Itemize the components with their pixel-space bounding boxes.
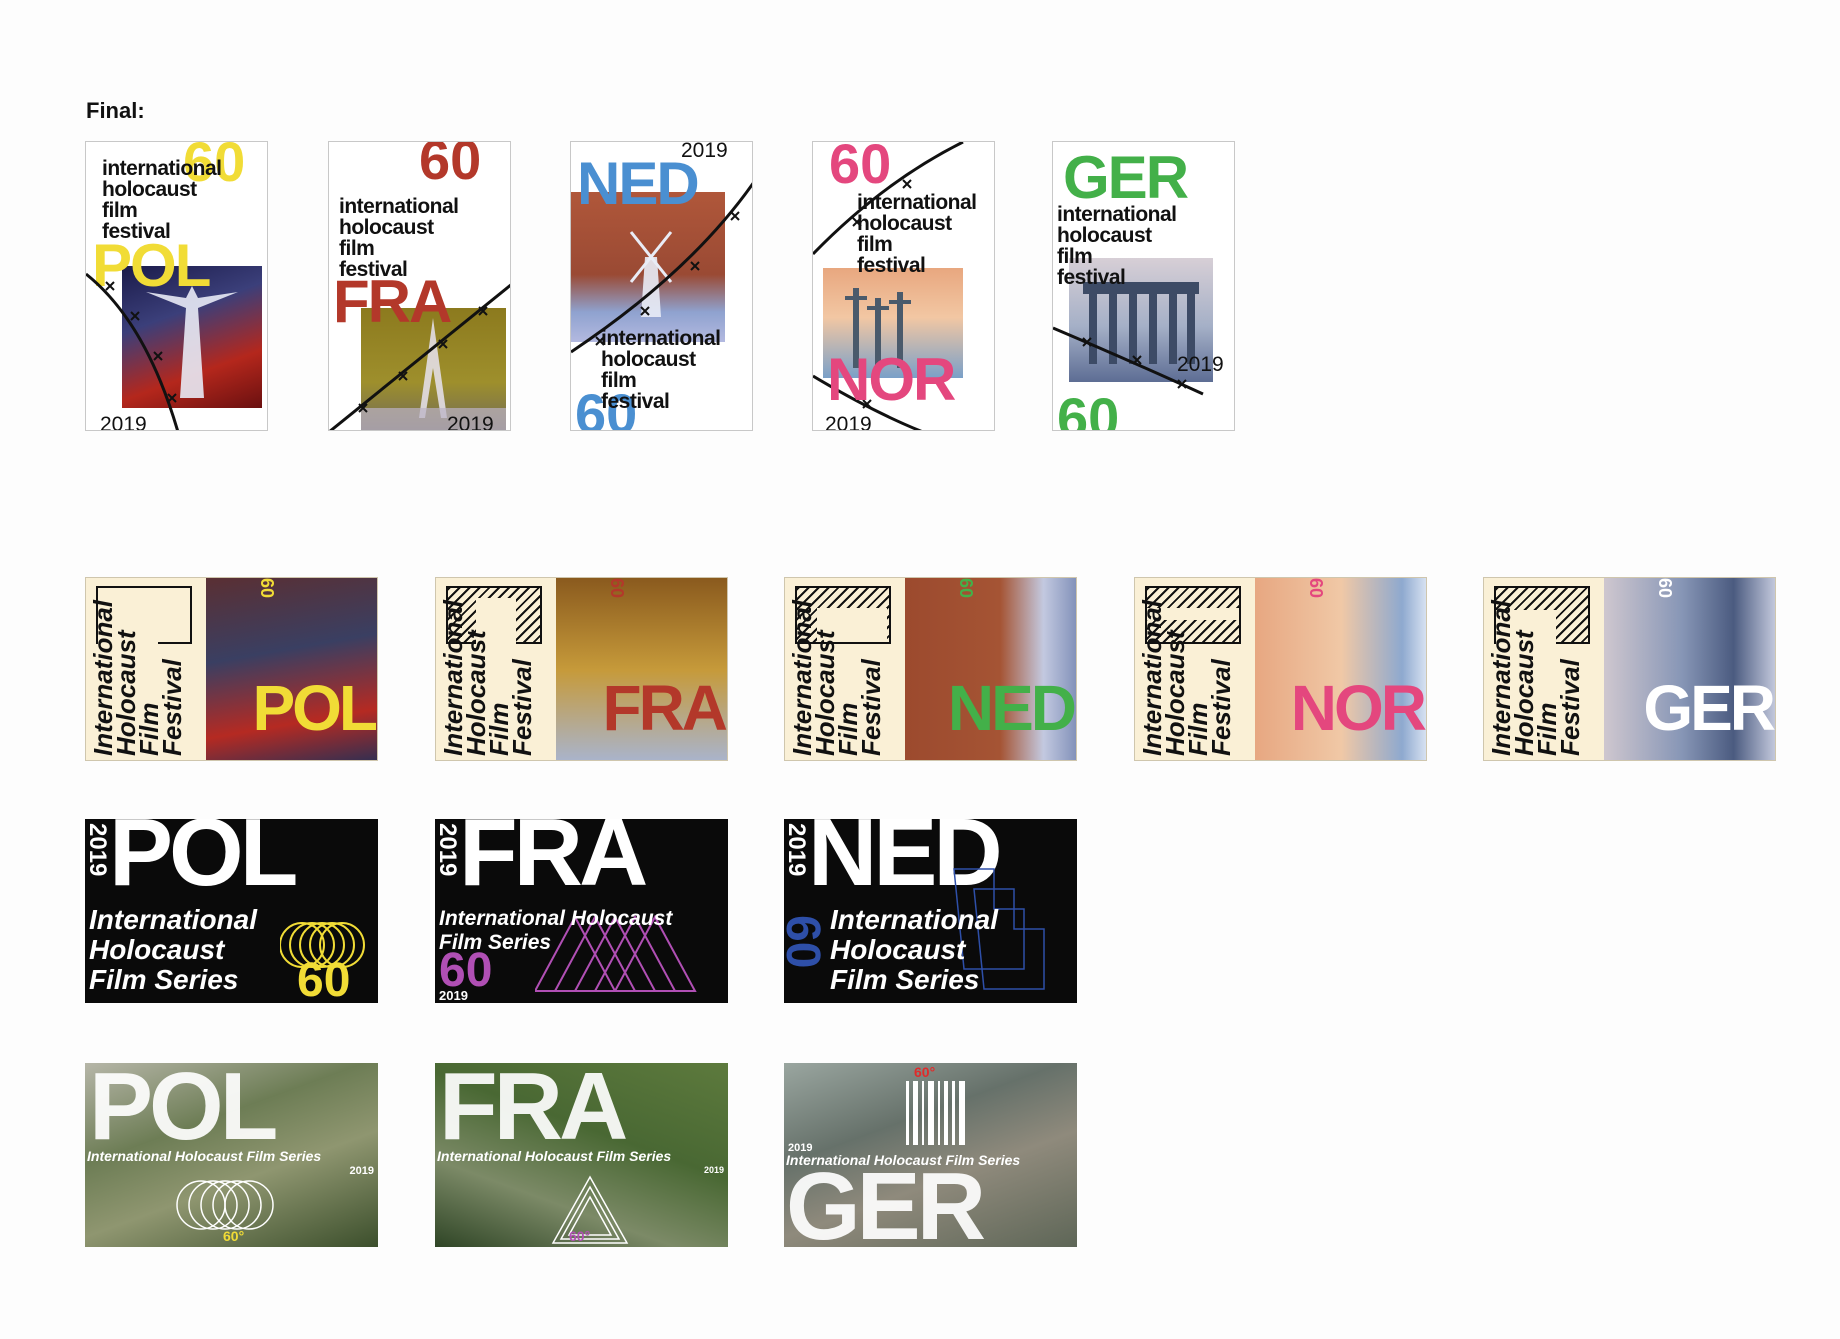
card-sidebar: International Holocaust Film Festival (436, 578, 556, 761)
vertical-year: 2019 (786, 823, 808, 913)
card-number: 60 (297, 957, 350, 1003)
card-code: POL (109, 819, 294, 901)
vertical-title: International Holocaust Film Festival (92, 600, 184, 756)
card-code: NED (948, 676, 1074, 740)
circles-graphic-icon (175, 1175, 285, 1235)
poster-year: 2019 (1177, 354, 1224, 375)
card-year: 2019 (350, 1166, 374, 1177)
series-line: International Holocaust Film Series (87, 1149, 376, 1163)
series-title: International Holocaust Film Series (89, 905, 257, 995)
vertical-title: International Holocaust Film Festival (442, 600, 534, 756)
poster-title: international holocaust film festival (601, 328, 721, 412)
card-number: 60 (1656, 578, 1674, 598)
poster-year: 2019 (825, 414, 872, 431)
poster-code: NOR (827, 350, 954, 410)
card-code: FRA (439, 1063, 624, 1155)
hcard-ned[interactable]: International Holocaust Film Festival 60 NE… (784, 577, 1077, 761)
vertical-year: 2019 (437, 823, 459, 913)
poster-pol[interactable]: 60 international holocaust film festival PO… (85, 141, 268, 431)
series-line: International Holocaust Film Series (437, 1149, 726, 1163)
card-number: 60 (608, 578, 626, 598)
hcard-nor[interactable]: International Holocaust Film Festival 60 NO… (1134, 577, 1427, 761)
card-number: 60 (1307, 578, 1325, 598)
barbed-wire-icon (329, 142, 511, 431)
poster-ger[interactable]: GER international holocaust film festival 2… (1052, 141, 1235, 431)
card-code: POL (89, 1063, 274, 1155)
acard-ger[interactable]: 60° 2019 International Holocaust Film Se… (784, 1063, 1077, 1247)
card-code: FRA (602, 676, 725, 740)
vertical-title: International Holocaust Film Festival (1490, 600, 1582, 756)
acard-fra[interactable]: FRA International Holocaust Film Series … (435, 1063, 728, 1247)
vertical-title: International Holocaust Film Festival (1141, 600, 1233, 756)
card-number: 60 (258, 578, 276, 598)
poster-year: 2019 (447, 414, 494, 431)
hcard-ger[interactable]: International Holocaust Film Festival 60 GE… (1483, 577, 1776, 761)
bcard-fra[interactable]: 2019 FRA International Holocaust Film Ser… (435, 819, 728, 1003)
bcard-ned[interactable]: 2019 NED 60 International Holocaust Film S… (784, 819, 1077, 1003)
poster-fra[interactable]: 60 international holocaust film festival FR… (328, 141, 511, 431)
card-year: 2019 (439, 989, 468, 1002)
barcode-graphic-icon (904, 1077, 974, 1149)
card-code: FRA (459, 819, 644, 901)
card-year: 2019 (704, 1166, 724, 1175)
series-title: International Holocaust Film Series (830, 905, 998, 995)
acard-pol[interactable]: POL International Holocaust Film Series … (85, 1063, 378, 1247)
card-number: 60 (786, 907, 816, 1003)
card-sidebar: International Holocaust Film Festival (1484, 578, 1604, 761)
card-sidebar: International Holocaust Film Festival (1135, 578, 1255, 761)
card-degree: 60° (914, 1065, 935, 1079)
card-sidebar: International Holocaust Film Festival (785, 578, 905, 761)
hcard-pol[interactable]: International Holocaust Film Festival 60 PO… (85, 577, 378, 761)
card-code: POL (252, 676, 375, 740)
card-degree: 60° (223, 1229, 244, 1243)
card-sidebar: International Holocaust Film Festival (86, 578, 206, 761)
bcard-pol[interactable]: 2019 POL International Holocaust Film Seri… (85, 819, 378, 1003)
card-code: GER (1643, 676, 1773, 740)
poster-year: 2019 (100, 414, 147, 431)
card-code: NOR (1291, 676, 1424, 740)
card-number: 60 (957, 578, 975, 598)
barbed-wire-icon (86, 142, 268, 431)
poster-nor[interactable]: 60 international holocaust film festival NO… (812, 141, 995, 431)
section-label: Final: (86, 98, 145, 124)
vertical-year: 2019 (87, 823, 109, 913)
hcard-fra[interactable]: International Holocaust Film Festival 60 FR… (435, 577, 728, 761)
card-code: GER (786, 1159, 982, 1247)
vertical-title: International Holocaust Film Festival (791, 600, 883, 756)
poster-number: 60 (1057, 390, 1119, 431)
poster-ned[interactable]: 2019 NED 60 international holocaust film fe… (570, 141, 753, 431)
card-degree: 60° (569, 1229, 590, 1243)
